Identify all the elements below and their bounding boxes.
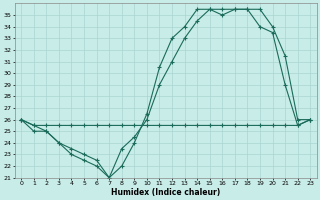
- X-axis label: Humidex (Indice chaleur): Humidex (Indice chaleur): [111, 188, 220, 197]
